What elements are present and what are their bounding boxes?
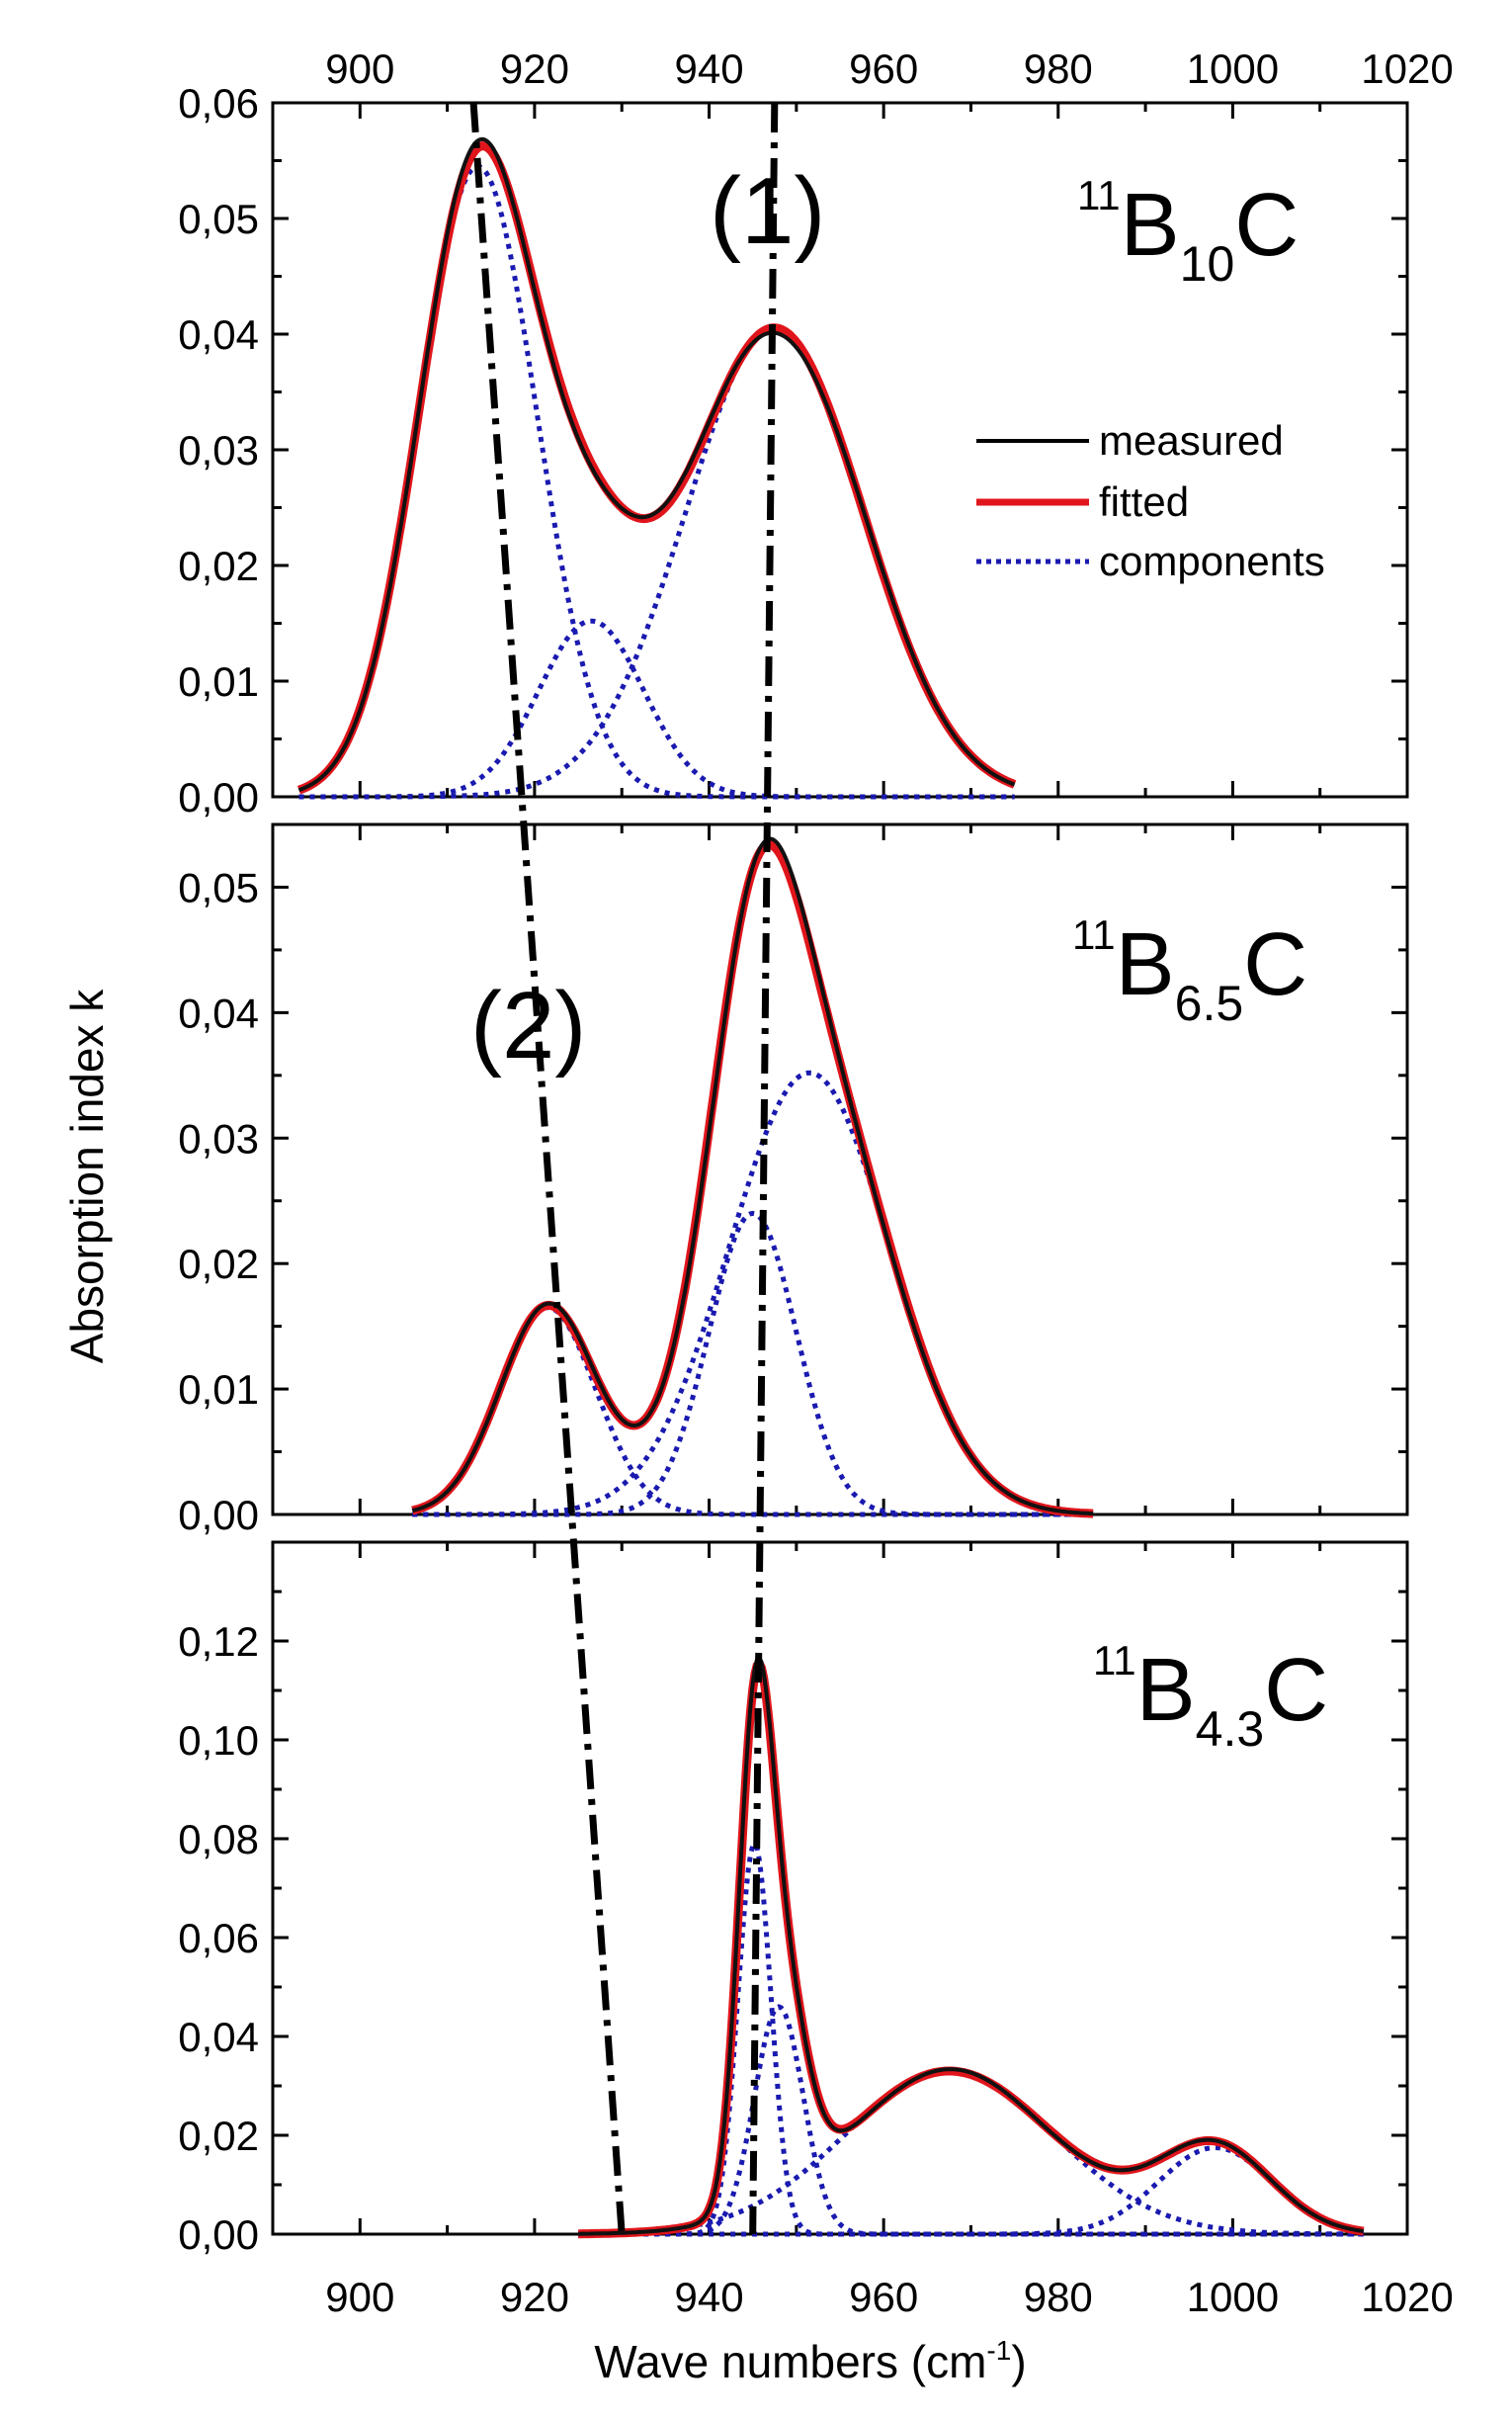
y-tick-label: 0,04 bbox=[178, 311, 259, 358]
sample-label-bottom-base: B bbox=[1136, 1641, 1196, 1740]
y-tick-label: 0,00 bbox=[178, 1492, 259, 1538]
y-tick-label: 0,01 bbox=[178, 658, 259, 705]
panels: 0,00 0,01 0,02 0,03 0,04 0,05 0,06 0,00 0,01 0,02… bbox=[178, 45, 1453, 2320]
component-curve bbox=[298, 618, 1015, 800]
x-tick-label-bottom: 1000 bbox=[1187, 2274, 1279, 2320]
sample-label-mid: 11B6.5C bbox=[1072, 911, 1307, 1031]
x-tick-label-bottom: 900 bbox=[325, 2274, 394, 2320]
sample-label-top-base: B bbox=[1121, 176, 1180, 275]
y-axis-title: Absorption index k bbox=[61, 989, 113, 1363]
y-tick-label: 0,04 bbox=[178, 990, 259, 1036]
annotation-2: (2) bbox=[470, 973, 586, 1079]
measured-curve bbox=[411, 836, 1094, 1516]
sample-label-mid-sup: 11 bbox=[1072, 911, 1116, 958]
x-tick-label-bottom: 960 bbox=[849, 2274, 918, 2320]
component-curve bbox=[411, 1305, 1094, 1517]
y-tick-label: 0,08 bbox=[178, 1816, 259, 1862]
x-tick-label-top: 1020 bbox=[1361, 45, 1453, 92]
fitted-curve bbox=[411, 840, 1094, 1518]
panel-2: 0,00 0,02 0,04 0,06 0,08 0,10 0,12 bbox=[178, 1540, 1409, 2258]
x-tick-label-top: 920 bbox=[500, 45, 569, 92]
legend-fitted-label: fitted bbox=[1099, 478, 1189, 525]
sample-label-bottom: 11B4.3C bbox=[1093, 1637, 1328, 1757]
sample-label-mid-tail: C bbox=[1243, 915, 1307, 1014]
x-axis-title-sup: -1 bbox=[986, 2335, 1011, 2366]
component-curve bbox=[578, 2144, 1365, 2237]
x-axis-title-end: ) bbox=[1011, 2336, 1026, 2387]
y-tick-label: 0,02 bbox=[178, 2113, 259, 2159]
y-tick-label: 0,02 bbox=[178, 1241, 259, 1287]
y-tick-label: 0,01 bbox=[178, 1366, 259, 1413]
x-tick-label-bottom: 920 bbox=[500, 2274, 569, 2320]
panel-frame bbox=[271, 822, 1409, 1516]
legend: measured fitted components bbox=[976, 417, 1325, 584]
x-axis-title-main: Wave numbers (cm bbox=[594, 2336, 986, 2387]
component-curve bbox=[298, 325, 1016, 800]
y-tick-label: 0,06 bbox=[178, 80, 259, 127]
y-tick-label: 0,12 bbox=[178, 1618, 259, 1665]
component-curve bbox=[412, 1210, 1094, 1517]
annotation-1: (1) bbox=[710, 158, 825, 264]
y-tick-label: 0,04 bbox=[178, 2014, 259, 2060]
y-tick-label: 0,02 bbox=[178, 543, 259, 589]
x-tick-label-top: 1000 bbox=[1187, 45, 1279, 92]
sample-label-bottom-sub: 4.3 bbox=[1196, 1701, 1265, 1757]
panel-1: 0,00 0,01 0,02 0,03 0,04 0,05 bbox=[178, 822, 1409, 1538]
x-tick-label-top: 940 bbox=[674, 45, 743, 92]
x-tick-label-top: 960 bbox=[849, 45, 918, 92]
x-tick-label-bottom: 940 bbox=[674, 2274, 743, 2320]
sample-label-bottom-tail: C bbox=[1264, 1641, 1328, 1740]
component-curve bbox=[578, 1839, 1364, 2237]
panel-0: 0,00 0,01 0,02 0,03 0,04 0,05 0,06 bbox=[178, 80, 1409, 821]
sample-label-top-tail: C bbox=[1234, 176, 1299, 275]
measured-curve bbox=[578, 1654, 1365, 2236]
sample-label-top: 11B10C bbox=[1077, 172, 1299, 292]
legend-measured-label: measured bbox=[1099, 417, 1284, 464]
measured-curve bbox=[297, 136, 1016, 793]
sample-label-top-sup: 11 bbox=[1077, 172, 1121, 218]
guide-line-1 bbox=[749, 102, 779, 2235]
component-curve bbox=[578, 2068, 1364, 2237]
y-tick-label: 0,10 bbox=[178, 1717, 259, 1764]
guide-line-2 bbox=[469, 102, 626, 2235]
sample-label-top-sub: 10 bbox=[1180, 236, 1235, 292]
y-tick-label: 0,05 bbox=[178, 864, 259, 910]
x-tick-label-bottom: 1020 bbox=[1361, 2274, 1453, 2320]
component-curve bbox=[578, 2004, 1364, 2237]
x-tick-label-bottom: 980 bbox=[1024, 2274, 1093, 2320]
legend-components-label: components bbox=[1099, 538, 1325, 584]
sample-label-bottom-sup: 11 bbox=[1093, 1637, 1136, 1684]
y-tick-label: 0,06 bbox=[178, 1915, 259, 1961]
y-tick-label: 0,03 bbox=[178, 1115, 259, 1162]
x-tick-label-top: 980 bbox=[1024, 45, 1093, 92]
x-axis-title: Wave numbers (cm-1) bbox=[594, 2335, 1026, 2387]
component-curve bbox=[412, 1070, 1094, 1517]
y-tick-label: 0,05 bbox=[178, 196, 259, 242]
y-tick-label: 0,00 bbox=[178, 774, 259, 821]
y-tick-label: 0,00 bbox=[178, 2211, 259, 2258]
y-tick-label: 0,03 bbox=[178, 427, 259, 474]
sample-label-mid-base: B bbox=[1116, 915, 1175, 1014]
fitted-curve bbox=[296, 141, 1017, 795]
x-tick-label-top: 900 bbox=[325, 45, 394, 92]
sample-label-mid-sub: 6.5 bbox=[1175, 976, 1244, 1031]
